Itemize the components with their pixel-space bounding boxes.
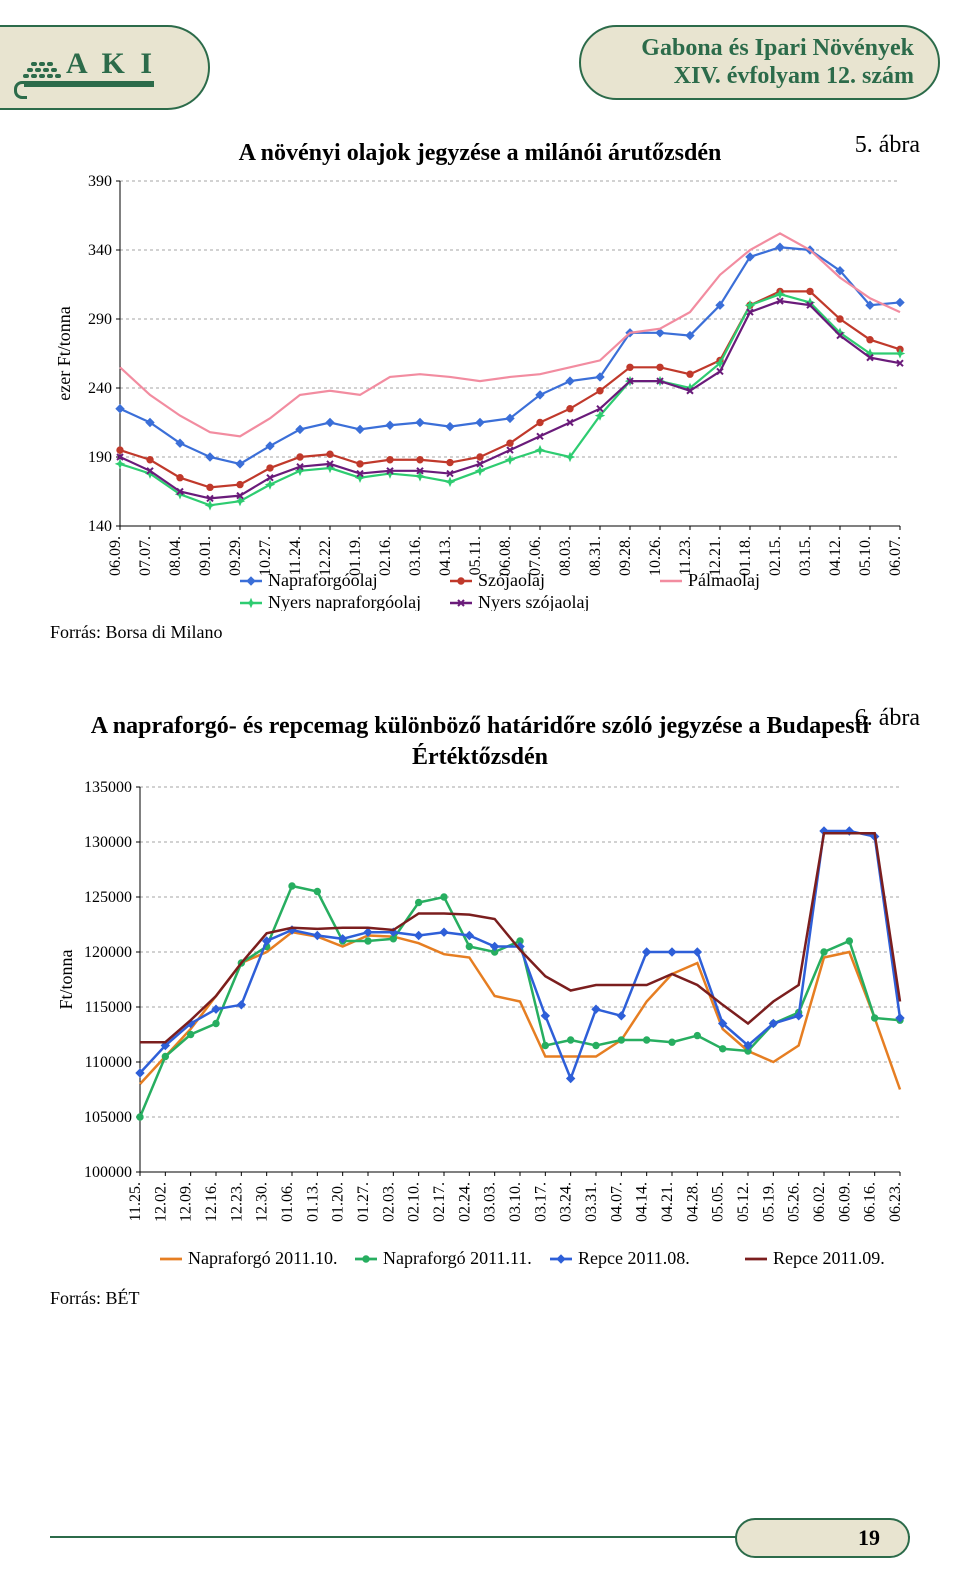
svg-text:03.15.: 03.15. — [797, 536, 814, 576]
figure-6-title: A napraforgó- és repcemag különböző hatá… — [50, 713, 910, 740]
doc-title-pill: Gabona és Ipari Növények XIV. évfolyam 1… — [579, 25, 940, 100]
page-number-pill: 19 — [735, 1518, 910, 1558]
svg-text:100000: 100000 — [84, 1164, 132, 1181]
page-number: 19 — [858, 1525, 880, 1551]
svg-text:06.09.: 06.09. — [836, 1182, 853, 1222]
figure-6: 6. ábra A napraforgó- és repcemag különb… — [50, 713, 910, 1309]
svg-text:ezer Ft/tonna: ezer Ft/tonna — [54, 306, 74, 400]
svg-text:01.20.: 01.20. — [330, 1182, 347, 1222]
svg-text:02.24.: 02.24. — [456, 1182, 473, 1222]
svg-text:08.04.: 08.04. — [167, 536, 184, 576]
chart-6-svg: 100000 105000 110000 115000 120000 125000 1300… — [50, 777, 910, 1277]
svg-text:02.17.: 02.17. — [431, 1182, 448, 1222]
svg-text:340: 340 — [88, 242, 112, 259]
svg-text:04.14.: 04.14. — [634, 1182, 651, 1222]
svg-text:01.13.: 01.13. — [304, 1182, 321, 1222]
logo-pill: A K I — [0, 25, 210, 110]
svg-text:05.26.: 05.26. — [786, 1182, 803, 1222]
svg-text:04.13.: 04.13. — [437, 536, 454, 576]
svg-text:Repce 2011.09.: Repce 2011.09. — [773, 1248, 885, 1268]
chart-5-svg: 140 190 240 290 340 390 ezer Ft/tonna 06.09. 07.… — [50, 171, 910, 611]
svg-text:12.02.: 12.02. — [152, 1182, 169, 1222]
svg-text:12.09.: 12.09. — [178, 1182, 195, 1222]
svg-text:05.12.: 05.12. — [735, 1182, 752, 1222]
svg-text:07.07.: 07.07. — [137, 536, 154, 576]
svg-text:02.16.: 02.16. — [377, 536, 394, 576]
svg-text:290: 290 — [88, 311, 112, 328]
svg-text:12.30.: 12.30. — [254, 1182, 271, 1222]
svg-text:08.31.: 08.31. — [587, 536, 604, 576]
svg-text:02.03.: 02.03. — [380, 1182, 397, 1222]
svg-text:09.28.: 09.28. — [617, 536, 634, 576]
doc-title-line2: XIV. évfolyam 12. szám — [641, 63, 914, 91]
figure-6-subtitle: Értéktőzsdén — [50, 744, 910, 771]
aki-logo: A K I — [22, 49, 156, 79]
svg-text:Napraforgóolaj: Napraforgóolaj — [268, 570, 378, 590]
svg-text:190: 190 — [88, 449, 112, 466]
svg-text:12.23.: 12.23. — [228, 1182, 245, 1222]
book-icon — [24, 81, 154, 87]
svg-text:03.03.: 03.03. — [482, 1182, 499, 1222]
svg-text:02.10.: 02.10. — [406, 1182, 423, 1222]
svg-text:06.23.: 06.23. — [887, 1182, 904, 1222]
svg-text:04.07.: 04.07. — [608, 1182, 625, 1222]
figure-5-source: Forrás: Borsa di Milano — [50, 622, 910, 643]
svg-text:130000: 130000 — [84, 834, 132, 851]
svg-text:10.26.: 10.26. — [647, 536, 664, 576]
svg-text:03.16.: 03.16. — [407, 536, 424, 576]
svg-text:05.10.: 05.10. — [857, 536, 874, 576]
svg-text:Napraforgó 2011.11.: Napraforgó 2011.11. — [383, 1248, 532, 1268]
svg-text:120000: 120000 — [84, 944, 132, 961]
svg-text:125000: 125000 — [84, 889, 132, 906]
svg-text:09.01.: 09.01. — [197, 536, 214, 576]
svg-text:04.12.: 04.12. — [827, 536, 844, 576]
svg-text:240: 240 — [88, 380, 112, 397]
svg-text:01.06.: 01.06. — [279, 1182, 296, 1222]
svg-text:Napraforgó 2011.10.: Napraforgó 2011.10. — [188, 1248, 337, 1268]
svg-text:110000: 110000 — [85, 1054, 132, 1071]
svg-text:Nyers napraforgóolaj: Nyers napraforgóolaj — [268, 592, 421, 611]
svg-text:03.17.: 03.17. — [532, 1182, 549, 1222]
svg-text:115000: 115000 — [85, 999, 132, 1016]
svg-text:135000: 135000 — [84, 779, 132, 796]
svg-text:Pálmaolaj: Pálmaolaj — [688, 570, 760, 590]
svg-text:06.16.: 06.16. — [862, 1182, 879, 1222]
svg-text:03.31.: 03.31. — [583, 1182, 600, 1222]
page-footer: 19 — [0, 1520, 960, 1570]
svg-text:140: 140 — [88, 518, 112, 535]
grain-icon — [22, 50, 62, 78]
svg-text:09.29.: 09.29. — [227, 536, 244, 576]
svg-text:Szójaolaj: Szójaolaj — [478, 570, 545, 590]
svg-text:105000: 105000 — [84, 1109, 132, 1126]
page-header: Gabona és Ipari Növények XIV. évfolyam 1… — [0, 0, 960, 120]
svg-text:04.28.: 04.28. — [684, 1182, 701, 1222]
svg-text:11.25.: 11.25. — [127, 1182, 144, 1221]
svg-text:06.02.: 06.02. — [811, 1182, 828, 1222]
figure-6-label: 6. ábra — [855, 705, 920, 732]
svg-text:06.07.: 06.07. — [887, 536, 904, 576]
svg-text:04.21.: 04.21. — [659, 1182, 676, 1222]
svg-text:12.16.: 12.16. — [203, 1182, 220, 1222]
svg-text:03.24.: 03.24. — [558, 1182, 575, 1222]
logo-text: A K I — [66, 49, 156, 79]
svg-text:390: 390 — [88, 173, 112, 190]
svg-text:05.19.: 05.19. — [760, 1182, 777, 1222]
svg-text:02.15.: 02.15. — [767, 536, 784, 576]
doc-title-line1: Gabona és Ipari Növények — [641, 35, 914, 63]
figure-5-label: 5. ábra — [855, 132, 920, 159]
svg-text:Repce 2011.08.: Repce 2011.08. — [578, 1248, 690, 1268]
svg-text:08.03.: 08.03. — [557, 536, 574, 576]
svg-text:03.10.: 03.10. — [507, 1182, 524, 1222]
figure-5: 5. ábra A növényi olajok jegyzése a milá… — [50, 140, 910, 643]
svg-text:Nyers szójaolaj: Nyers szójaolaj — [478, 592, 589, 611]
figure-6-source: Forrás: BÉT — [50, 1288, 910, 1309]
svg-text:01.27.: 01.27. — [355, 1182, 372, 1222]
svg-text:05.05.: 05.05. — [710, 1182, 727, 1222]
svg-text:06.09.: 06.09. — [107, 536, 124, 576]
figure-5-title: A növényi olajok jegyzése a milánói árut… — [50, 140, 910, 167]
svg-text:Ft/tonna: Ft/tonna — [56, 949, 76, 1009]
